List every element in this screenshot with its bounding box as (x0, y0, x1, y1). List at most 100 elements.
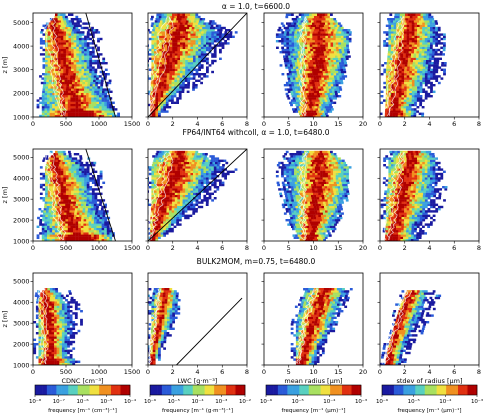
heatmap-cell (203, 35, 207, 38)
heatmap-cell (322, 92, 325, 96)
heatmap-cell (91, 103, 94, 107)
heatmap-cell (346, 48, 350, 52)
heatmap-cell (311, 90, 314, 93)
heatmap-cell (338, 37, 342, 41)
heatmap-cell (417, 75, 420, 78)
heatmap-cell (57, 236, 61, 239)
heatmap-cell (169, 75, 173, 78)
heatmap-cell (190, 37, 194, 41)
heatmap-cell (297, 101, 300, 104)
heatmap-cell (60, 13, 63, 16)
heatmap-cell (99, 199, 103, 202)
heatmap-cell (159, 73, 162, 76)
heatmap-cell (172, 42, 175, 45)
heatmap-cell (296, 92, 299, 96)
heatmap-cell (424, 26, 428, 30)
heatmap-cell (321, 53, 325, 56)
y-axis-label: z [m] (1, 57, 9, 74)
heatmap-cell (169, 53, 173, 56)
heatmap-cell (162, 20, 166, 23)
heatmap-cell (437, 40, 441, 43)
heatmap-cell (81, 175, 85, 178)
heatmap-cell (168, 90, 172, 93)
heatmap-cell (71, 164, 75, 167)
heatmap-cell (283, 42, 287, 45)
contour-line (48, 16, 65, 116)
heatmap-cell (320, 48, 324, 52)
heatmap-cell (313, 88, 317, 91)
heatmap-cell (47, 46, 51, 49)
heatmap-cell (333, 40, 336, 43)
row-title-3: BULK2MOM, m=0.75, t=6480.0 (197, 257, 316, 266)
heatmap-cell (145, 106, 148, 108)
heatmap-cell (76, 66, 80, 69)
heatmap-cell (163, 97, 166, 100)
heatmap-cell (159, 33, 162, 36)
heatmap-cell (60, 232, 63, 235)
heatmap-cell (406, 101, 410, 104)
heatmap-cell (301, 92, 304, 96)
x-tick-label: 0 (31, 120, 35, 128)
heatmap-cell (81, 64, 85, 67)
heatmap-cell (44, 73, 48, 76)
heatmap-cell (313, 62, 316, 65)
heatmap-cell (161, 68, 165, 71)
heatmap-cell (317, 44, 321, 47)
heatmap-cell (325, 59, 329, 63)
heatmap-cell (176, 18, 180, 21)
heatmap-cell (62, 150, 66, 154)
heatmap-cell (383, 31, 386, 34)
heatmap-cell (172, 20, 176, 23)
heatmap-cell (60, 186, 64, 189)
heatmap-cell (177, 40, 181, 43)
heatmap-cell (319, 92, 323, 96)
heatmap-cell (94, 181, 98, 184)
heatmap-cell (79, 84, 83, 87)
heatmap-cell (75, 114, 79, 117)
heatmap-cell (288, 13, 292, 16)
heatmap-cell (55, 214, 59, 217)
heatmap-cell (326, 29, 330, 32)
heatmap-cell (318, 53, 322, 56)
heatmap-cell (45, 59, 48, 63)
heatmap-cell (391, 70, 394, 74)
heatmap-cell (413, 112, 417, 115)
heatmap-cell (100, 86, 103, 89)
heatmap-cell (73, 66, 77, 69)
heatmap-cell (398, 53, 401, 56)
heatmap-cell (387, 57, 390, 60)
heatmap-cell (192, 86, 195, 89)
heatmap-cell (340, 57, 344, 60)
heatmap-cell (67, 79, 70, 82)
heatmap-cell (161, 84, 164, 87)
heatmap-cell (73, 181, 77, 184)
heatmap-cell (57, 18, 61, 21)
heatmap-cell (200, 81, 203, 85)
heatmap-cell (294, 95, 297, 98)
heatmap-cell (283, 55, 286, 58)
heatmap-cell (50, 20, 54, 23)
heatmap-cell (443, 64, 447, 67)
heatmap-cell (67, 232, 71, 235)
heatmap-cell (65, 70, 69, 74)
heatmap-cell (44, 110, 48, 113)
heatmap-cell (211, 42, 214, 45)
heatmap-cell (426, 53, 430, 56)
heatmap-cell (73, 70, 77, 74)
heatmap-cell (423, 59, 427, 63)
heatmap-cell (437, 33, 441, 36)
heatmap-cell (405, 108, 409, 111)
heatmap-cell (164, 15, 167, 19)
heatmap-cell (341, 48, 345, 52)
heatmap-cell (422, 33, 425, 36)
heatmap-cell (303, 66, 307, 69)
heatmap-cell (178, 95, 182, 98)
heatmap-cell (182, 205, 185, 209)
heatmap-cell (203, 75, 206, 78)
heatmap-cell (63, 179, 67, 182)
heatmap-cell (42, 42, 46, 45)
heatmap-cell (200, 55, 204, 58)
heatmap-cell (391, 84, 394, 87)
heatmap-cell (94, 194, 98, 198)
heatmap-cell (154, 46, 157, 49)
